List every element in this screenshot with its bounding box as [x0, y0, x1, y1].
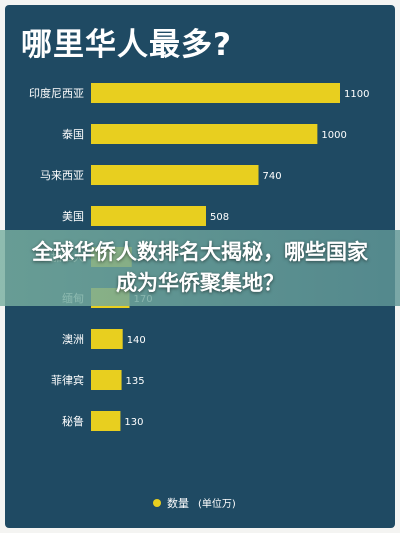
- bar-row-8: [91, 370, 122, 390]
- bar-row-2: [91, 124, 318, 144]
- value-label-row-8: 135: [126, 376, 145, 387]
- bar-row-7: [91, 329, 123, 349]
- value-label-row-1: 1100: [344, 89, 369, 100]
- legend-marker: [153, 499, 161, 507]
- value-label-row-2: 1000: [321, 130, 346, 141]
- bar-row-4: [91, 206, 206, 226]
- value-label-row-7: 140: [127, 335, 146, 346]
- bar-row-1: [91, 83, 340, 103]
- category-label-row-7: 澳洲: [62, 333, 84, 346]
- category-label-row-2: 泰国: [62, 127, 84, 141]
- category-label-row-3: 马来西亚: [40, 169, 84, 182]
- value-label-row-4: 508: [210, 212, 229, 223]
- bar-row-3: [91, 165, 259, 185]
- value-label-row-3: 740: [263, 171, 282, 182]
- headline-text: 全球华侨人数排名大揭秘，哪些国家成为华侨聚集地？: [32, 240, 368, 295]
- headline-banner: 全球华侨人数排名大揭秘，哪些国家成为华侨聚集地？: [0, 230, 400, 306]
- category-label-row-8: 菲律宾: [51, 373, 84, 387]
- value-label-row-9: 130: [124, 417, 143, 428]
- legend-unit: (单位万): [198, 497, 236, 510]
- category-label-row-1: 印度尼西亚: [29, 86, 84, 100]
- category-label-row-9: 秘鲁: [62, 414, 84, 428]
- legend-label: 数量: [167, 497, 189, 510]
- bar-row-9: [91, 411, 121, 431]
- category-label-row-4: 美国: [62, 210, 84, 223]
- chart-title: 哪里华人最多?: [21, 27, 232, 63]
